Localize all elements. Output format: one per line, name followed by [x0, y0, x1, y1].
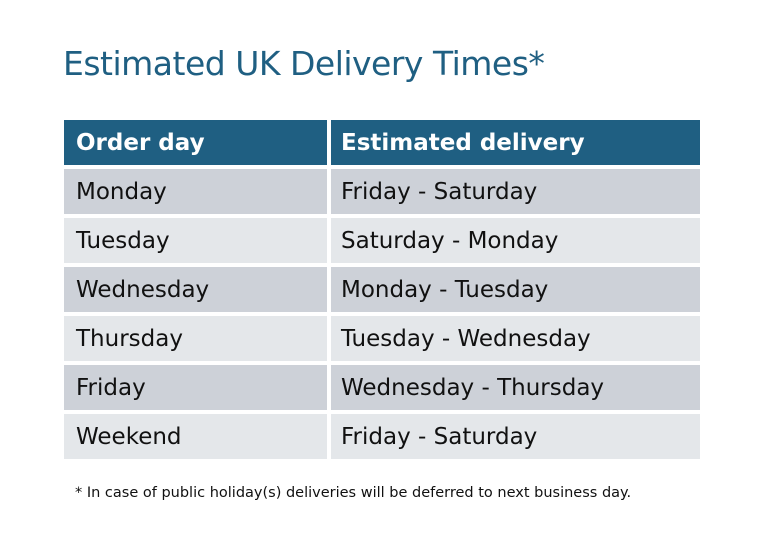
header-estimated-delivery: Estimated delivery	[331, 120, 700, 165]
table-row: Wednesday Monday - Tuesday	[64, 267, 700, 312]
page-title: Estimated UK Delivery Times*	[63, 44, 545, 83]
table-row: Weekend Friday - Saturday	[64, 414, 700, 459]
order-day-cell: Tuesday	[64, 218, 327, 263]
table-row: Monday Friday - Saturday	[64, 169, 700, 214]
delivery-table: Order day Estimated delivery Monday Frid…	[64, 120, 700, 463]
order-day-cell: Wednesday	[64, 267, 327, 312]
table-row: Friday Wednesday - Thursday	[64, 365, 700, 410]
table-row: Thursday Tuesday - Wednesday	[64, 316, 700, 361]
order-day-cell: Monday	[64, 169, 327, 214]
table-header: Order day Estimated delivery	[64, 120, 700, 165]
order-day-cell: Friday	[64, 365, 327, 410]
footnote: * In case of public holiday(s) deliverie…	[75, 485, 632, 501]
delivery-cell: Wednesday - Thursday	[331, 365, 700, 410]
delivery-cell: Friday - Saturday	[331, 414, 700, 459]
order-day-cell: Weekend	[64, 414, 327, 459]
order-day-cell: Thursday	[64, 316, 327, 361]
delivery-cell: Friday - Saturday	[331, 169, 700, 214]
delivery-cell: Monday - Tuesday	[331, 267, 700, 312]
delivery-cell: Saturday - Monday	[331, 218, 700, 263]
delivery-cell: Tuesday - Wednesday	[331, 316, 700, 361]
table-row: Tuesday Saturday - Monday	[64, 218, 700, 263]
header-order-day: Order day	[64, 120, 327, 165]
